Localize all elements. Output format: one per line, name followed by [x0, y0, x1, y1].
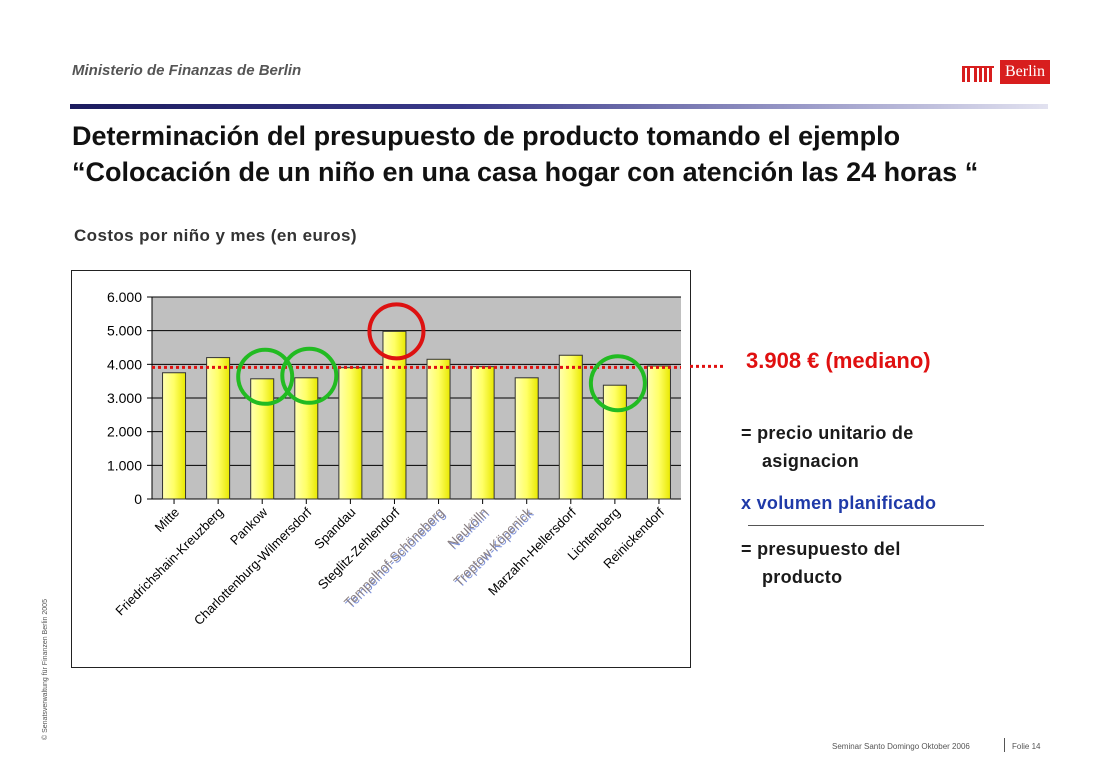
- footer-seminar: Seminar Santo Domingo Oktober 2006: [832, 742, 970, 751]
- bar-chart: 01.0002.0003.0004.0005.0006.000MitteFrie…: [107, 289, 681, 628]
- footer-page-number: Folie 14: [1012, 742, 1041, 751]
- formula-budget-cont: producto: [762, 567, 843, 587]
- formula-unit-price: = precio unitario de: [741, 423, 914, 443]
- median-label: 3.908 € (mediano): [746, 348, 931, 373]
- highlight-circle-low: [280, 346, 339, 405]
- formula-volume: x volumen planificado: [741, 493, 937, 513]
- highlight-circle-high: [367, 302, 426, 361]
- y-tick-label: 1.000: [107, 457, 142, 473]
- footer-separator: [1004, 738, 1005, 752]
- chart-frame: 0 1.000 2.000 3.000 4.000 5.000 6.000 Mitte Frie…: [71, 270, 691, 668]
- ministry-title: Ministerio de Finanzas de Berlin: [72, 62, 302, 79]
- slide-title: Determinación del presupuesto de product…: [72, 121, 979, 187]
- formula-rule: [748, 525, 984, 526]
- y-tick-label: 3.000: [107, 390, 142, 406]
- berlin-logo-text: Berlin: [1000, 60, 1050, 84]
- y-tick-label: 6.000: [107, 289, 142, 305]
- y-tick-label: 0: [134, 491, 142, 507]
- highlight-circle-low: [588, 354, 647, 413]
- chart-subtitle: Costos por niño y mes (en euros): [74, 226, 357, 245]
- berlin-logo: Berlin: [962, 58, 1052, 90]
- formula-unit-price-cont: asignacion: [762, 451, 860, 471]
- y-tick-label: 2.000: [107, 424, 142, 440]
- highlight-circle-low: [236, 347, 295, 406]
- y-tick-label: 5.000: [107, 323, 142, 339]
- formula-budget: = presupuesto del: [741, 539, 901, 559]
- y-tick-label: 4.000: [107, 356, 142, 372]
- copyright-note: © Senatsverwaltung für Finanzen Berlin 2…: [42, 599, 49, 740]
- header-rule: [70, 104, 1048, 109]
